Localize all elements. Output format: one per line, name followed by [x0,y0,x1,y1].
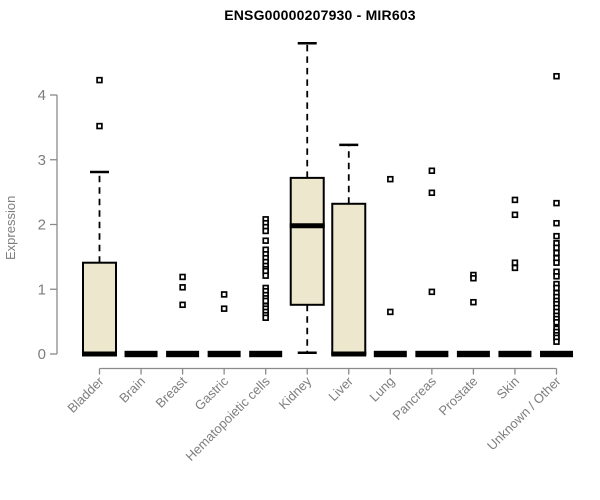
outlier-point [428,167,436,175]
outlier-point [553,259,560,266]
outlier-point [553,284,560,292]
x-category-label: Liver [325,373,356,404]
outlier-point [262,237,269,244]
outlier-point [470,274,477,282]
collapsed-box [456,350,490,358]
outlier-point [553,319,560,326]
outlier-point [553,338,560,345]
outlier-point [262,297,269,305]
y-tick-label: 0 [38,346,46,363]
collapsed-box [207,350,241,358]
x-category-label: Pancreas [390,373,440,423]
x-category-label: Prostate [436,374,481,419]
x-category-label: Skin [494,374,522,402]
collapsed-box [539,350,573,358]
outlier-point [511,259,519,266]
outlier-point [262,272,269,279]
x-category-label: Unknown / Other [484,373,564,453]
collapsed-box [498,350,532,358]
outlier-point [553,249,560,257]
outlier-point [387,175,394,183]
y-tick-label: 1 [38,281,46,298]
outlier-point [553,199,560,207]
outlier-point [179,273,186,281]
y-tick-label: 2 [38,217,46,234]
box [82,261,117,356]
outlier-point [428,189,436,197]
outlier-point [553,273,560,280]
outlier-point [553,232,560,240]
outlier-point [96,76,103,84]
outlier-point [553,219,560,227]
outlier-point [387,308,394,316]
x-category-label: Gastric [192,373,232,413]
outlier-point [96,122,103,130]
box [289,176,325,306]
collapsed-box [415,350,449,358]
chart-title: ENSG00000207930 - MIR603 [224,7,416,23]
outlier-point [262,227,269,235]
outlier-point [179,284,186,291]
collapsed-box [373,350,407,358]
x-category-label: Brain [116,374,148,406]
outlier-point [553,72,560,80]
outlier-point [470,298,477,306]
outlier-point [262,314,269,321]
outlier-point [511,196,519,204]
x-category-label: Lung [366,374,397,405]
collapsed-box [166,350,200,358]
outlier-point [220,291,228,298]
outlier-point [220,305,228,312]
x-category-label: Kidney [276,373,315,412]
outlier-point [511,211,519,219]
outlier-point [553,244,560,252]
y-tick-label: 3 [38,152,46,169]
collapsed-box [249,350,283,358]
box [331,202,367,355]
outlier-point [511,264,519,272]
outlier-point [179,301,186,309]
y-tick-label: 4 [38,87,46,104]
x-category-label: Bladder [64,373,107,416]
x-category-label: Breast [153,373,190,410]
collapsed-box [124,350,158,358]
outlier-point [428,288,436,296]
